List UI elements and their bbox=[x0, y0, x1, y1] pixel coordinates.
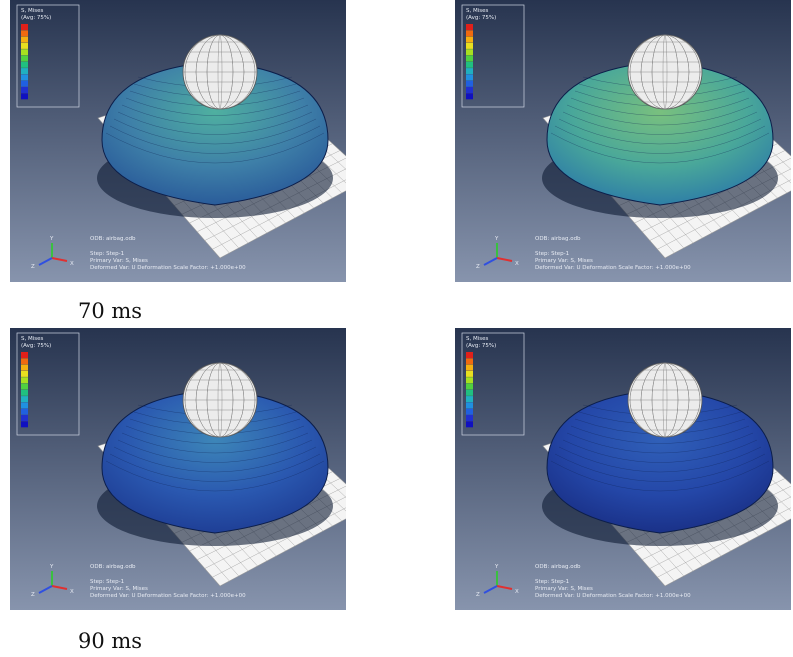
legend-swatch bbox=[466, 93, 473, 99]
legend-swatch bbox=[21, 371, 28, 377]
step-line: Step: Step-1 bbox=[535, 251, 569, 257]
legend-avg: (Avg: 75%) bbox=[466, 15, 496, 21]
legend-swatch bbox=[466, 74, 473, 80]
triad-label: Z bbox=[476, 592, 480, 598]
legend-swatch bbox=[21, 68, 28, 74]
legend-swatch bbox=[21, 365, 28, 371]
legend-swatch bbox=[466, 30, 473, 36]
triad-label: Z bbox=[476, 264, 480, 270]
panel: S, Mises(Avg: 75%) Y Z X ODB: airbag.odb Step… bbox=[455, 328, 793, 610]
legend-swatch bbox=[21, 43, 28, 49]
panel: S, Mises(Avg: 75%) Y Z X ODB: airbag.odb Step… bbox=[455, 0, 793, 282]
legend-swatch bbox=[466, 68, 473, 74]
legend-swatch bbox=[21, 390, 28, 396]
legend-title: S, Mises bbox=[21, 336, 44, 342]
legend-swatch bbox=[21, 384, 28, 390]
legend-swatch bbox=[21, 396, 28, 402]
legend-swatch bbox=[466, 352, 473, 358]
legend-swatch bbox=[21, 421, 28, 427]
primary-line: Primary Var: S, Mises bbox=[90, 586, 148, 592]
legend-swatch bbox=[21, 377, 28, 383]
step-line: Step: Step-1 bbox=[535, 579, 569, 585]
primary-line: Primary Var: S, Mises bbox=[90, 258, 148, 264]
step-line: Step: Step-1 bbox=[90, 251, 124, 257]
legend-swatch bbox=[466, 56, 473, 62]
panel: S, Mises(Avg: 75%) Y Z X ODB: airbag.odb Step… bbox=[10, 328, 370, 610]
legend-swatch bbox=[466, 81, 473, 87]
legend-avg: (Avg: 75%) bbox=[21, 15, 51, 21]
legend-swatch bbox=[21, 30, 28, 36]
deformed-line: Deformed Var: U Deformation Scale Factor… bbox=[535, 593, 691, 599]
legend-swatch bbox=[21, 49, 28, 55]
legend-swatch bbox=[466, 37, 473, 43]
panel: S, Mises(Avg: 75%) Y Z X ODB: airbag.odb Step… bbox=[10, 0, 370, 282]
legend-swatch bbox=[466, 402, 473, 408]
deformed-line: Deformed Var: U Deformation Scale Factor… bbox=[90, 593, 246, 599]
legend-swatch bbox=[466, 24, 473, 30]
legend-title: S, Mises bbox=[466, 8, 489, 14]
legend-swatch bbox=[21, 37, 28, 43]
legend-swatch bbox=[466, 62, 473, 68]
triad-label: X bbox=[70, 589, 74, 595]
caption: 70 ms bbox=[78, 299, 142, 323]
odb-line: ODB: airbag.odb bbox=[535, 564, 581, 570]
legend-swatch bbox=[21, 62, 28, 68]
legend-swatch bbox=[466, 371, 473, 377]
triad-label: X bbox=[515, 589, 519, 595]
odb-line: ODB: airbag.odb bbox=[90, 236, 136, 242]
legend-swatch bbox=[466, 358, 473, 364]
legend-swatch bbox=[21, 93, 28, 99]
odb-line: ODB: airbag.odb bbox=[535, 236, 581, 242]
legend-swatch bbox=[21, 358, 28, 364]
triad-label: Y bbox=[494, 236, 499, 242]
legend-swatch bbox=[466, 377, 473, 383]
legend-swatch bbox=[466, 390, 473, 396]
triad-label: X bbox=[515, 261, 519, 267]
deformed-line: Deformed Var: U Deformation Scale Factor… bbox=[535, 265, 691, 271]
legend-swatch bbox=[466, 365, 473, 371]
primary-line: Primary Var: S, Mises bbox=[535, 586, 593, 592]
legend-avg: (Avg: 75%) bbox=[466, 343, 496, 349]
triad-label: Y bbox=[49, 236, 54, 242]
legend-swatch bbox=[21, 74, 28, 80]
legend-swatch bbox=[21, 87, 28, 93]
odb-line: ODB: airbag.odb bbox=[90, 564, 136, 570]
triad-label: X bbox=[70, 261, 74, 267]
legend-title: S, Mises bbox=[466, 336, 489, 342]
triad-label: Y bbox=[494, 564, 499, 570]
legend-swatch bbox=[466, 409, 473, 415]
figure: 70 ms 90 ms S, Mises(Avg: 75%)YZXODB: ai… bbox=[0, 0, 793, 657]
legend-avg: (Avg: 75%) bbox=[21, 343, 51, 349]
step-line: Step: Step-1 bbox=[90, 579, 124, 585]
legend-title: S, Mises bbox=[21, 8, 44, 14]
legend-swatch bbox=[466, 49, 473, 55]
legend-swatch bbox=[466, 415, 473, 421]
triad-label: Z bbox=[31, 264, 35, 270]
legend-swatch bbox=[21, 56, 28, 62]
legend-swatch bbox=[466, 384, 473, 390]
deformed-line: Deformed Var: U Deformation Scale Factor… bbox=[90, 265, 246, 271]
legend-swatch bbox=[21, 24, 28, 30]
legend-swatch bbox=[21, 409, 28, 415]
legend-swatch bbox=[466, 87, 473, 93]
legend-swatch bbox=[21, 81, 28, 87]
legend-swatch bbox=[466, 396, 473, 402]
legend-swatch bbox=[21, 402, 28, 408]
caption: 90 ms bbox=[78, 629, 142, 653]
triad-label: Y bbox=[49, 564, 54, 570]
legend-swatch bbox=[466, 43, 473, 49]
legend-swatch bbox=[466, 421, 473, 427]
legend-swatch bbox=[21, 352, 28, 358]
primary-line: Primary Var: S, Mises bbox=[535, 258, 593, 264]
legend-swatch bbox=[21, 415, 28, 421]
triad-label: Z bbox=[31, 592, 35, 598]
